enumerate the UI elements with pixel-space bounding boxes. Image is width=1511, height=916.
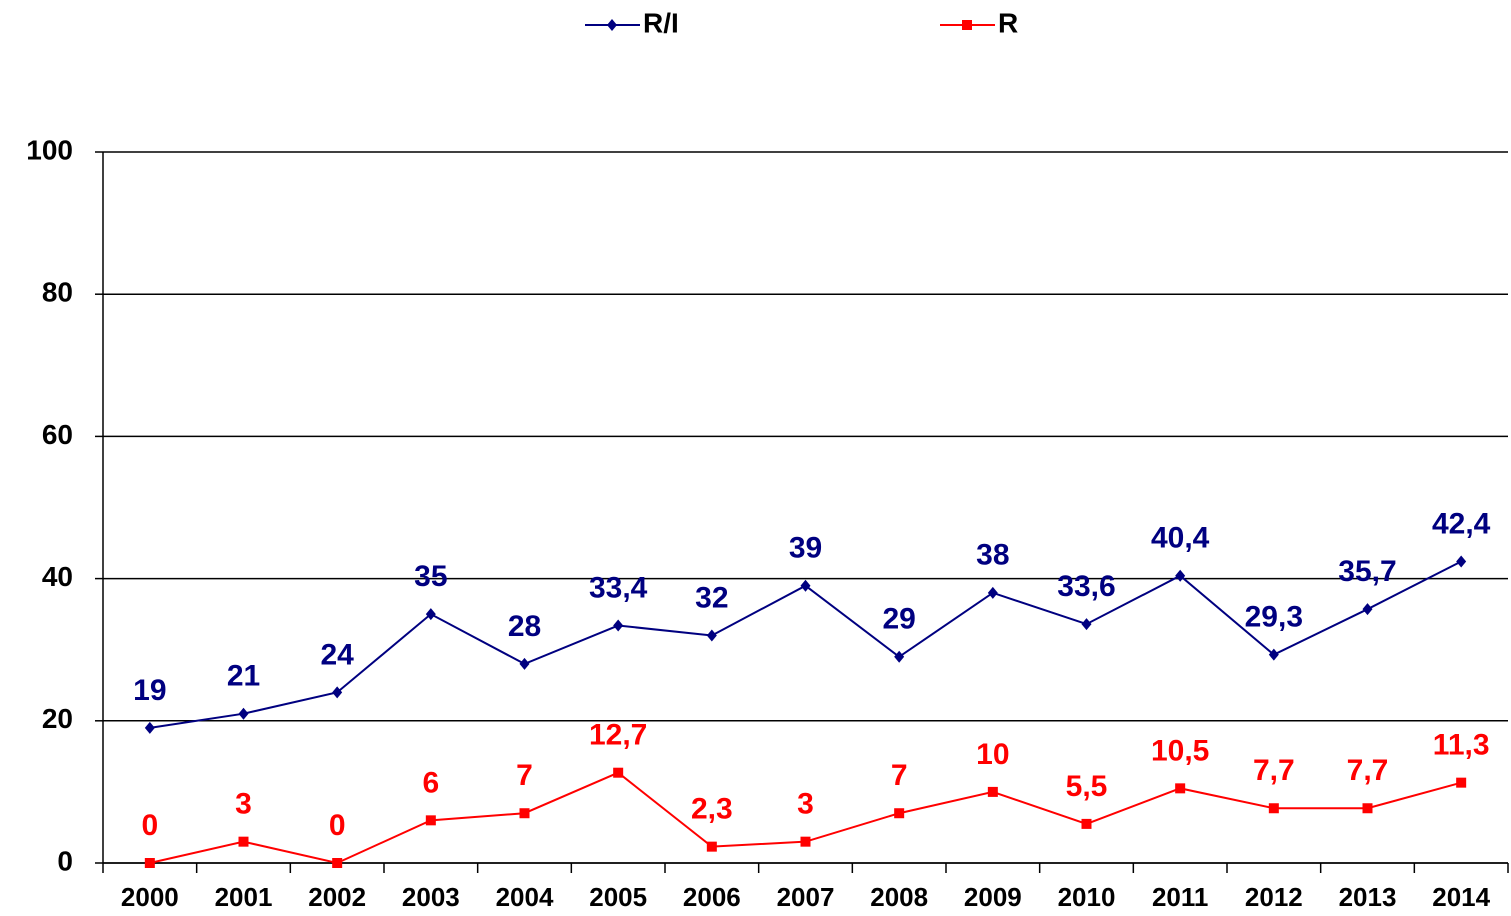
y-tick-label: 80 <box>42 277 73 308</box>
data-label: 7 <box>516 759 533 792</box>
x-tick-label: 2001 <box>215 882 273 912</box>
x-tick-label: 2012 <box>1245 882 1303 912</box>
marker <box>1175 783 1186 794</box>
legend-label: R <box>998 7 1018 38</box>
marker <box>1456 555 1467 568</box>
data-label: 42,4 <box>1432 507 1491 540</box>
data-label: 29,3 <box>1245 601 1303 634</box>
marker <box>1456 777 1467 788</box>
data-label: 33,4 <box>589 571 648 604</box>
data-label: 38 <box>976 539 1009 572</box>
x-tick-label: 2002 <box>308 882 366 912</box>
marker <box>962 20 972 30</box>
data-label: 21 <box>227 660 260 693</box>
data-label: 7,7 <box>1347 754 1389 787</box>
marker <box>238 707 249 720</box>
data-label: 33,6 <box>1057 570 1115 603</box>
marker <box>800 836 811 847</box>
data-label: 28 <box>508 610 541 643</box>
data-label: 10 <box>976 738 1009 771</box>
marker <box>332 858 343 868</box>
data-label: 6 <box>422 766 439 799</box>
marker <box>894 650 905 663</box>
marker <box>607 19 617 31</box>
data-label: 29 <box>882 603 915 636</box>
data-label: 39 <box>789 532 822 565</box>
data-label: 12,7 <box>589 719 647 752</box>
data-label: 3 <box>235 788 252 821</box>
marker <box>894 808 905 819</box>
marker <box>987 786 998 797</box>
marker <box>613 767 624 778</box>
marker <box>800 579 811 592</box>
x-tick-label: 2014 <box>1432 882 1490 912</box>
x-tick-label: 2004 <box>496 882 554 912</box>
y-tick-label: 60 <box>42 419 73 450</box>
marker <box>613 619 624 632</box>
data-label: 32 <box>695 581 728 614</box>
x-tick-label: 2009 <box>964 882 1022 912</box>
data-label: 5,5 <box>1066 770 1108 803</box>
marker <box>425 815 436 826</box>
data-label: 19 <box>133 674 166 707</box>
marker <box>425 608 436 621</box>
data-label: 11,3 <box>1433 729 1490 762</box>
marker <box>519 657 530 670</box>
marker <box>1362 803 1373 814</box>
marker <box>332 686 343 699</box>
data-label: 0 <box>141 809 158 842</box>
data-label: 2,3 <box>691 793 733 826</box>
data-label: 35,7 <box>1338 555 1396 588</box>
x-tick-label: 2010 <box>1058 882 1116 912</box>
x-tick-label: 2003 <box>402 882 460 912</box>
marker <box>1081 618 1092 631</box>
y-tick-label: 40 <box>42 561 73 592</box>
marker <box>706 841 717 852</box>
data-label: 0 <box>329 809 346 842</box>
x-tick-label: 2007 <box>777 882 835 912</box>
data-label: 10,5 <box>1151 734 1209 767</box>
marker <box>1175 569 1186 582</box>
x-tick-label: 2005 <box>589 882 647 912</box>
marker <box>1268 648 1279 661</box>
data-label: 35 <box>414 560 447 593</box>
data-label: 3 <box>797 788 814 821</box>
y-tick-label: 100 <box>26 134 73 165</box>
marker <box>519 808 530 819</box>
marker <box>987 586 998 599</box>
marker <box>144 721 155 734</box>
x-tick-label: 2011 <box>1152 882 1208 912</box>
marker <box>144 858 155 868</box>
data-label: 24 <box>320 638 354 671</box>
data-label: 40,4 <box>1151 522 1210 555</box>
x-tick-label: 2013 <box>1339 882 1397 912</box>
legend-label: R/I <box>643 7 679 38</box>
data-label: 7,7 <box>1253 754 1295 787</box>
y-tick-label: 0 <box>57 845 73 876</box>
x-tick-label: 2006 <box>683 882 741 912</box>
marker <box>238 836 249 847</box>
marker <box>1268 803 1279 814</box>
data-label: 7 <box>891 759 908 792</box>
x-tick-label: 2008 <box>870 882 928 912</box>
y-tick-label: 20 <box>42 703 73 734</box>
marker <box>1081 818 1092 829</box>
marker <box>706 629 717 642</box>
x-tick-label: 2000 <box>121 882 179 912</box>
marker <box>1362 603 1373 616</box>
